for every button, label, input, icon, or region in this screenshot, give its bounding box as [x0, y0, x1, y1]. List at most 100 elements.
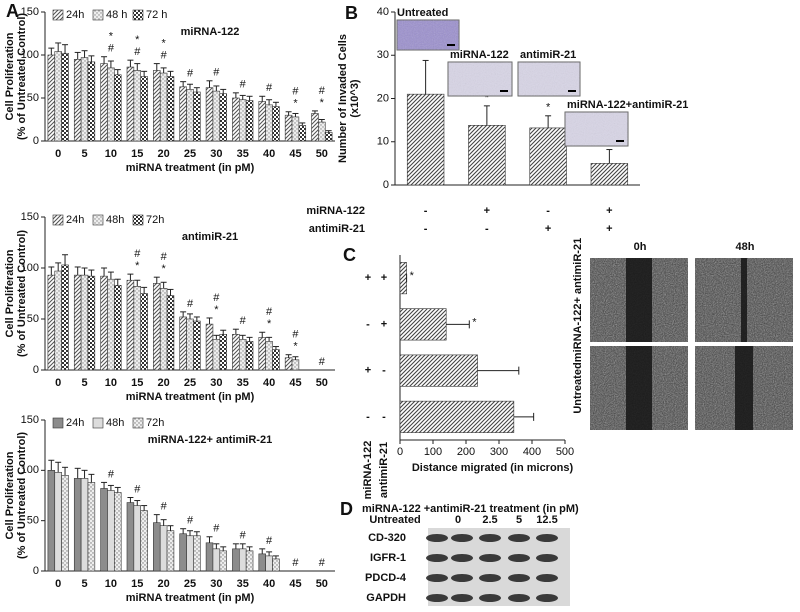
- bar: [219, 333, 227, 371]
- significance-mark: *: [267, 318, 272, 330]
- bar: [468, 125, 506, 186]
- bar: [47, 274, 56, 371]
- y-tick-label: 100: [21, 262, 39, 274]
- significance-mark: *: [161, 263, 166, 275]
- condition-sign: -: [366, 411, 370, 423]
- bar: [166, 530, 175, 572]
- x-axis-label: miRNA treatment (in pM): [126, 592, 255, 604]
- image-label: miRNA-122+antimiR-21: [567, 99, 688, 111]
- bar: [272, 558, 280, 572]
- condition-sign: -: [366, 318, 370, 330]
- significance-mark: #: [213, 67, 220, 79]
- y-tick-label: 30: [377, 49, 389, 61]
- blot-row-label: GAPDH: [366, 592, 406, 604]
- blot-band: [451, 574, 473, 582]
- bar: [205, 87, 214, 142]
- blot-band: [451, 534, 473, 542]
- bar: [100, 488, 108, 572]
- blot-band: [426, 594, 448, 602]
- significance-mark: *: [320, 97, 325, 109]
- significance-mark: #: [134, 248, 141, 260]
- panel-letter: C: [343, 245, 356, 265]
- bar: [153, 522, 161, 572]
- x-tick-label: 5: [81, 148, 87, 160]
- blot-band: [479, 574, 501, 582]
- legend-swatch: [52, 214, 64, 226]
- blot-column-label: 12.5: [536, 514, 557, 526]
- bar: [311, 113, 319, 142]
- condition-label: antimiR-21: [378, 442, 390, 498]
- x-tick-label: 300: [490, 446, 508, 458]
- column-label: 48h: [736, 241, 755, 253]
- x-tick-label: 50: [316, 377, 328, 389]
- condition-sign: +: [381, 272, 387, 284]
- blot-column-label: 2.5: [482, 514, 497, 526]
- y-axis-label: Cell Proliferation: [4, 451, 16, 539]
- y-axis-label: (% of Untreated Control): [16, 230, 28, 357]
- bar: [265, 104, 273, 142]
- bar: [298, 125, 307, 142]
- condition-sign: +: [606, 223, 612, 235]
- significance-mark: #: [266, 82, 273, 94]
- significance-mark: *: [485, 92, 490, 104]
- bar: [87, 61, 96, 142]
- bar: [258, 337, 266, 371]
- bar: [186, 89, 194, 142]
- bar: [140, 510, 148, 572]
- legend-swatch: [92, 417, 104, 429]
- x-tick-label: 0: [55, 148, 61, 160]
- bar: [133, 286, 142, 371]
- x-tick-label: 15: [131, 148, 143, 160]
- bar: [114, 285, 122, 371]
- x-tick-label: 15: [131, 578, 143, 590]
- bar: [245, 100, 254, 142]
- bar: [399, 354, 478, 387]
- bar: [193, 91, 201, 142]
- bar: [153, 70, 161, 142]
- bar: [107, 278, 115, 371]
- bar: [107, 67, 115, 142]
- condition-sign: -: [546, 205, 550, 217]
- y-tick-label: 150: [21, 414, 39, 426]
- x-axis-label: miRNA treatment (in pM): [126, 391, 255, 403]
- x-tick-label: 50: [316, 578, 328, 590]
- blot-band: [508, 534, 530, 542]
- bar: [140, 76, 148, 142]
- legend-swatch: [92, 214, 104, 226]
- bar: [73, 274, 82, 371]
- significance-mark: #: [292, 86, 299, 98]
- significance-mark: *: [161, 38, 166, 50]
- y-tick-label: 150: [21, 211, 39, 223]
- y-tick-label: 50: [27, 92, 39, 104]
- x-tick-label: 20: [158, 578, 170, 590]
- blot-row-label: CD-320: [368, 532, 406, 544]
- bar: [179, 533, 187, 572]
- significance-mark: *: [214, 304, 219, 316]
- x-tick-label: 50: [316, 148, 328, 160]
- chart-title: miRNA-122+ antimiR-21: [148, 434, 272, 446]
- y-tick-label: 20: [377, 92, 389, 104]
- y-axis-label: (% of Untreated Control): [16, 13, 28, 140]
- wound-gap: [735, 346, 753, 430]
- legend-label: 24h: [66, 417, 84, 429]
- bar: [205, 542, 214, 572]
- bar: [80, 478, 89, 572]
- blot-band: [536, 534, 558, 542]
- blot-band: [479, 554, 501, 562]
- blot-band: [426, 574, 448, 582]
- x-tick-label: 35: [237, 148, 249, 160]
- x-tick-label: 10: [105, 578, 117, 590]
- bar: [399, 262, 407, 295]
- blot-column-label: 0: [455, 514, 461, 526]
- bar: [272, 106, 280, 142]
- bar: [126, 66, 135, 142]
- legend-swatch: [132, 214, 144, 226]
- image-label: antimiR-21: [520, 49, 576, 61]
- x-tick-label: 45: [289, 578, 301, 590]
- bar: [126, 502, 135, 572]
- bar: [159, 72, 168, 142]
- x-tick-label: 20: [158, 377, 170, 389]
- blot-band: [508, 594, 530, 602]
- blot-band: [426, 534, 448, 542]
- bar: [140, 293, 148, 371]
